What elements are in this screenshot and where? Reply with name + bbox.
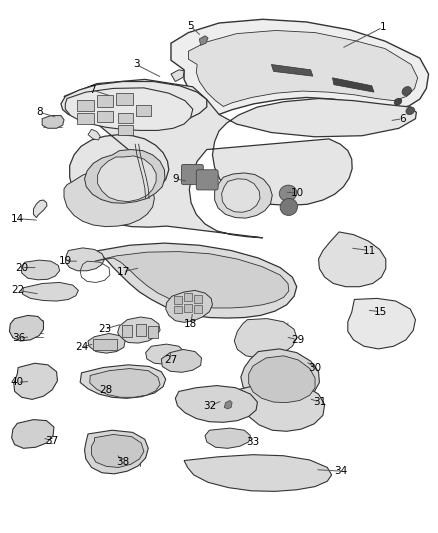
Polygon shape [42,116,64,128]
Text: 19: 19 [59,256,72,266]
Bar [194,295,201,303]
Bar [174,306,182,313]
Polygon shape [348,298,416,349]
Polygon shape [95,252,289,308]
Polygon shape [80,365,166,398]
Ellipse shape [280,198,297,215]
Polygon shape [88,130,100,140]
Bar [118,125,133,135]
Polygon shape [171,19,428,115]
Text: 15: 15 [374,306,387,317]
Polygon shape [199,36,208,45]
Bar [77,100,94,111]
Polygon shape [65,248,105,271]
Polygon shape [224,400,232,409]
Polygon shape [92,434,144,467]
Polygon shape [234,319,297,358]
Polygon shape [85,150,165,203]
Text: 40: 40 [11,377,24,387]
Text: 24: 24 [75,342,88,352]
Text: 9: 9 [172,174,179,184]
Polygon shape [184,455,332,491]
Text: 5: 5 [187,21,194,31]
Text: 17: 17 [117,267,130,277]
Text: 30: 30 [308,362,321,373]
Text: 34: 34 [335,466,348,476]
Bar [97,111,113,122]
Text: 10: 10 [291,188,304,198]
Text: 33: 33 [247,437,260,447]
Polygon shape [175,385,258,422]
Polygon shape [272,64,313,76]
Text: 31: 31 [313,397,326,407]
Polygon shape [14,364,57,399]
Polygon shape [98,156,156,201]
Bar [93,339,117,351]
FancyBboxPatch shape [181,165,203,184]
Bar [174,296,182,304]
Bar [97,95,113,107]
Ellipse shape [406,107,414,115]
Bar [194,305,201,313]
Polygon shape [64,79,417,238]
Text: 3: 3 [133,60,139,69]
Polygon shape [77,243,297,318]
Bar [77,114,94,124]
Ellipse shape [402,86,411,95]
Polygon shape [171,70,184,82]
Text: 20: 20 [15,263,28,272]
FancyBboxPatch shape [196,169,218,190]
Text: 23: 23 [98,324,111,334]
Polygon shape [118,317,160,343]
Polygon shape [222,179,260,212]
Text: 18: 18 [184,319,197,329]
Text: 27: 27 [164,354,177,365]
Polygon shape [241,349,319,405]
Polygon shape [85,430,148,474]
Text: 37: 37 [46,436,59,446]
Text: 11: 11 [363,246,376,255]
Polygon shape [64,168,154,227]
Bar [117,93,133,105]
Text: 8: 8 [37,107,43,117]
Bar [118,114,133,123]
Ellipse shape [279,185,297,201]
Polygon shape [22,282,78,301]
Polygon shape [146,344,184,365]
Text: 22: 22 [11,286,25,295]
Text: 38: 38 [117,457,130,467]
Polygon shape [205,428,251,448]
Polygon shape [65,88,193,131]
Polygon shape [88,334,125,353]
Text: 7: 7 [89,85,95,95]
Bar [148,326,158,338]
Polygon shape [249,356,315,402]
Polygon shape [33,200,47,217]
Bar [136,324,146,336]
Polygon shape [188,30,418,107]
Bar [184,304,192,312]
Polygon shape [90,368,160,397]
Polygon shape [237,382,325,431]
Polygon shape [10,316,43,341]
Polygon shape [12,419,54,448]
Bar [136,105,151,116]
Polygon shape [215,173,272,218]
Text: 36: 36 [12,333,26,343]
Text: 14: 14 [11,214,24,224]
Bar [122,325,132,337]
Polygon shape [161,350,201,372]
Text: 29: 29 [291,335,304,345]
Polygon shape [332,78,374,92]
Polygon shape [21,260,60,280]
Text: 28: 28 [99,385,112,395]
Text: 32: 32 [204,401,217,411]
Ellipse shape [394,98,402,105]
Polygon shape [166,290,212,322]
Polygon shape [318,232,386,287]
Polygon shape [61,82,207,124]
Text: 6: 6 [399,114,406,124]
Bar [184,293,192,301]
Text: 1: 1 [379,22,386,33]
